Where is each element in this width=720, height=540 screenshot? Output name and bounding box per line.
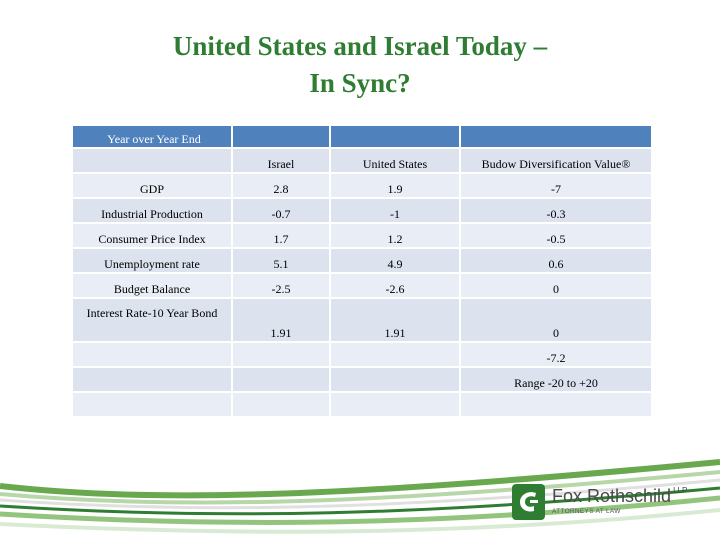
fox-logo-icon <box>512 484 545 520</box>
cell-united-states: 1.9 <box>329 172 461 199</box>
cell-united-states: -1 <box>329 197 461 224</box>
table-row <box>71 391 653 418</box>
header-empty-cell <box>329 124 461 149</box>
cell-united-states: 1.91 <box>329 297 461 343</box>
cell-israel: -2.5 <box>231 272 331 299</box>
decorative-swoosh <box>0 459 720 534</box>
table-row: Budget Balance -2.5 -2.6 0 <box>71 272 653 299</box>
table-header-row: Year over Year End <box>71 124 653 149</box>
slide-title-line-2: In Sync? <box>309 68 411 98</box>
cell-budow-value: -7 <box>459 172 653 199</box>
cell-united-states <box>329 366 461 393</box>
logo-suffix: LLP <box>673 486 688 495</box>
cell-united-states: 4.9 <box>329 247 461 274</box>
column-header-united-states: United States <box>329 147 461 174</box>
row-label: Consumer Price Index <box>71 222 233 249</box>
row-label: Industrial Production <box>71 197 233 224</box>
table-row: Consumer Price Index 1.7 1.2 -0.5 <box>71 222 653 249</box>
slide-title-line-1: United States and Israel Today – <box>172 31 548 61</box>
cell-budow-value: 0 <box>459 272 653 299</box>
header-empty-cell <box>459 124 653 149</box>
column-header-empty <box>71 147 233 174</box>
cell-israel <box>231 341 331 368</box>
cell-israel: 2.8 <box>231 172 331 199</box>
row-label: Budget Balance <box>71 272 233 299</box>
row-label: Unemployment rate <box>71 247 233 274</box>
economic-indicators-table: Year over Year End Israel United States … <box>71 124 653 418</box>
cell-budow-value: -0.5 <box>459 222 653 249</box>
table-row: Unemployment rate 5.1 4.9 0.6 <box>71 247 653 274</box>
column-header-israel: Israel <box>231 147 331 174</box>
table-row: Interest Rate-10 Year Bond 1.91 1.91 0 <box>71 297 653 343</box>
row-label: Interest Rate-10 Year Bond <box>71 297 233 343</box>
cell-budow-value: Range -20 to +20 <box>459 366 653 393</box>
cell-israel: 5.1 <box>231 247 331 274</box>
header-label: Year over Year End <box>71 124 233 149</box>
cell-israel <box>231 366 331 393</box>
table-row: GDP 2.8 1.9 -7 <box>71 172 653 199</box>
table-row: Industrial Production -0.7 -1 -0.3 <box>71 197 653 224</box>
row-label <box>71 341 233 368</box>
cell-budow-value: 0 <box>459 297 653 343</box>
cell-budow-value: -7.2 <box>459 341 653 368</box>
cell-united-states <box>329 391 461 418</box>
slide-title: United States and Israel Today – In Sync… <box>0 28 720 102</box>
cell-budow-value <box>459 391 653 418</box>
row-label: GDP <box>71 172 233 199</box>
cell-israel <box>231 391 331 418</box>
logo-tagline: ATTORNEYS AT LAW <box>552 508 621 515</box>
column-headers-row: Israel United States Budow Diversificati… <box>71 147 653 174</box>
cell-united-states: -2.6 <box>329 272 461 299</box>
table-row: -7.2 <box>71 341 653 368</box>
fox-rothschild-logo: Fox Rothschild LLP ATTORNEYS AT LAW <box>512 484 720 524</box>
cell-budow-value: -0.3 <box>459 197 653 224</box>
table-row: Range -20 to +20 <box>71 366 653 393</box>
row-label <box>71 391 233 418</box>
row-label <box>71 366 233 393</box>
logo-name-text: Fox Rothschild <box>552 486 672 506</box>
header-empty-cell <box>231 124 331 149</box>
cell-israel: 1.91 <box>231 297 331 343</box>
cell-united-states <box>329 341 461 368</box>
column-header-budow-value: Budow Diversification Value® <box>459 147 653 174</box>
cell-israel: -0.7 <box>231 197 331 224</box>
cell-united-states: 1.2 <box>329 222 461 249</box>
cell-israel: 1.7 <box>231 222 331 249</box>
cell-budow-value: 0.6 <box>459 247 653 274</box>
